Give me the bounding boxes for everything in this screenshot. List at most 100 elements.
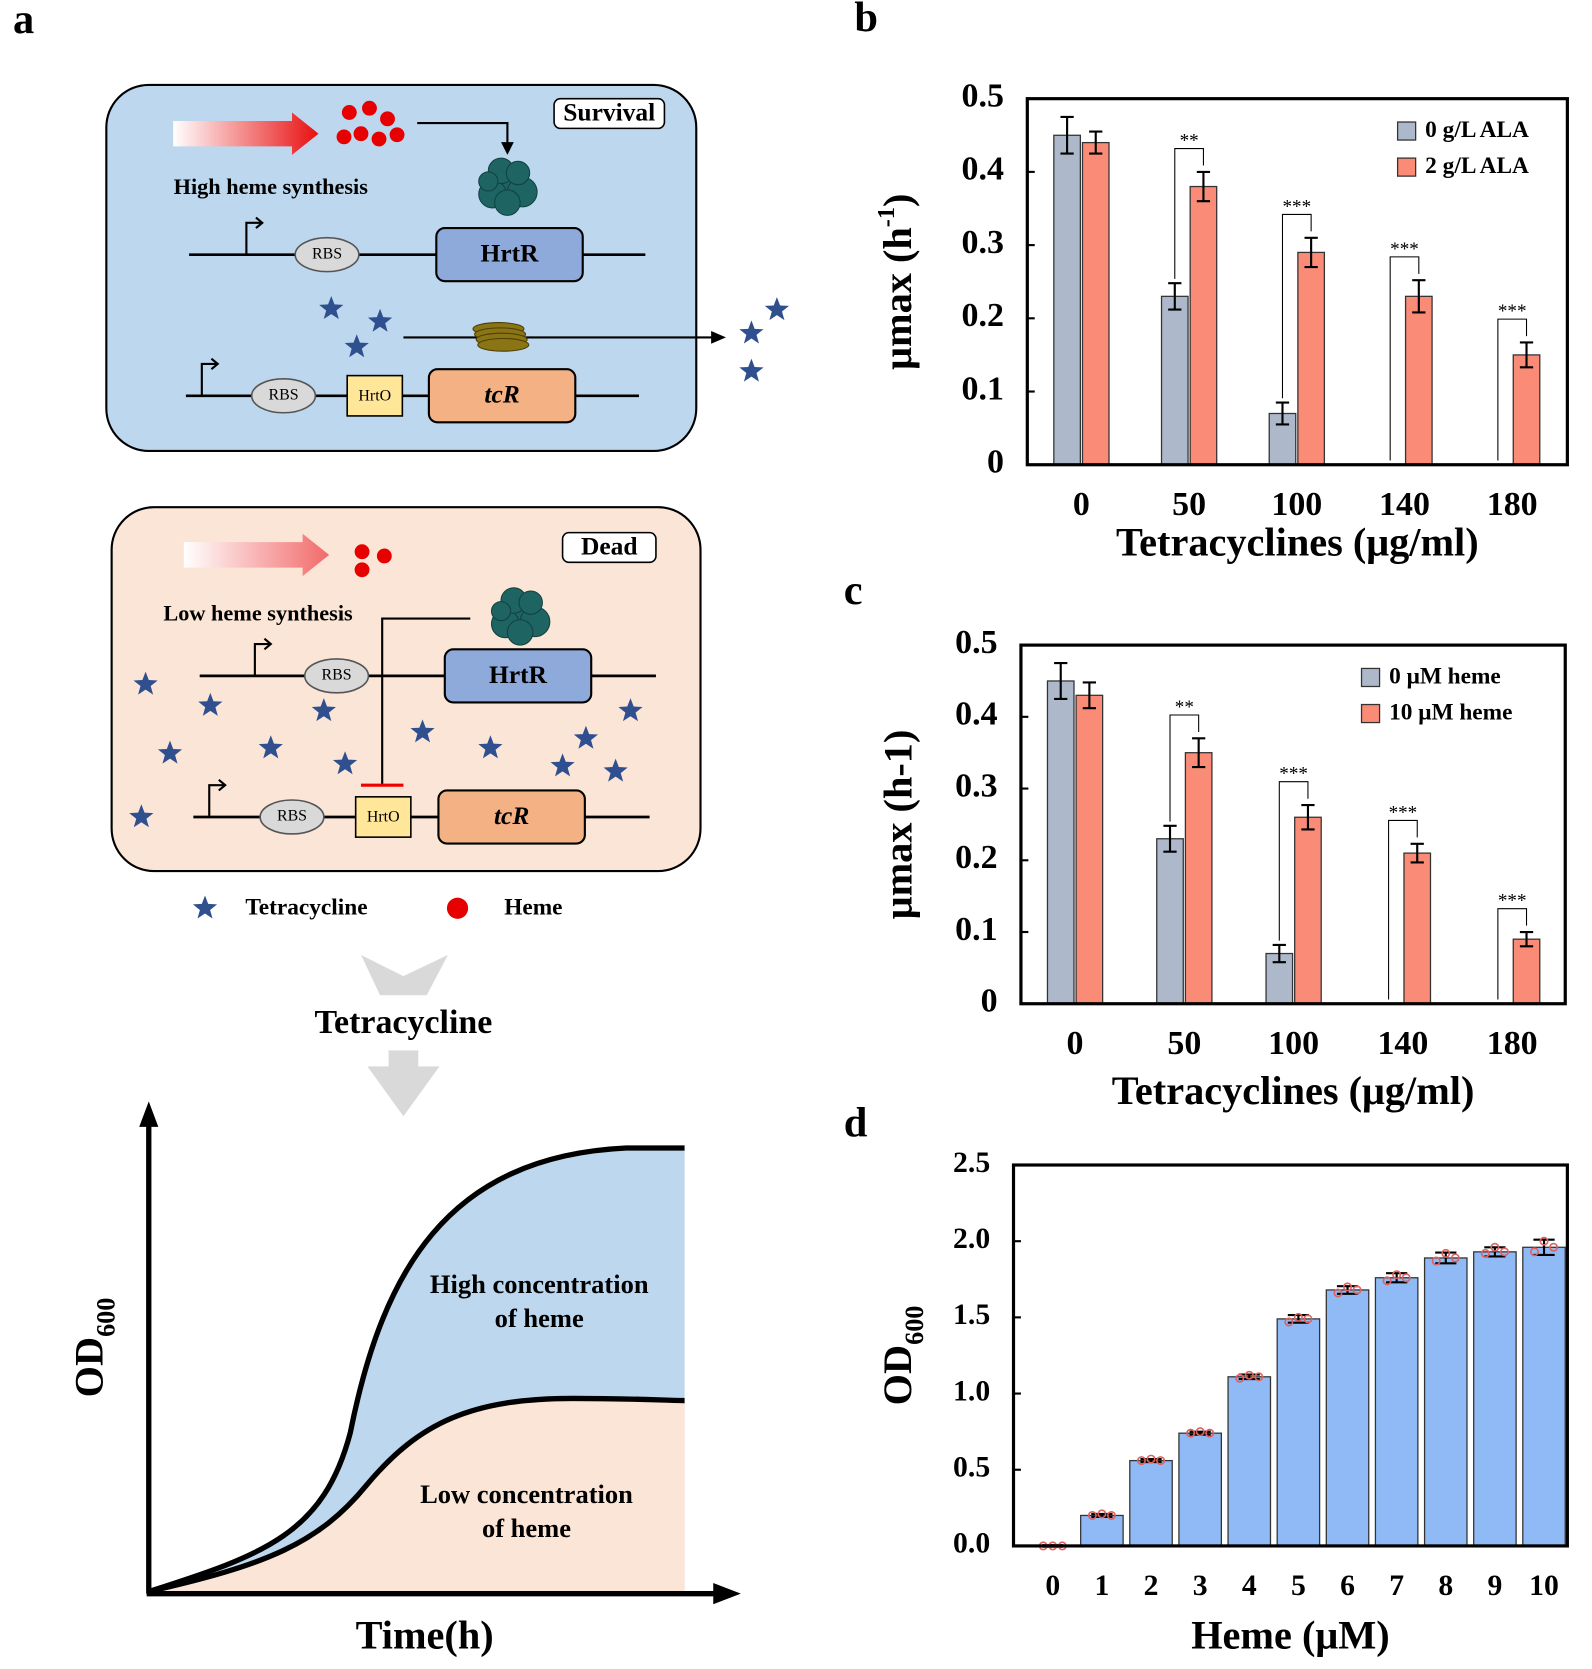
tetracycline-star <box>618 698 643 722</box>
x-tick-label: 140 <box>1377 1025 1428 1062</box>
panel-label: d <box>844 1100 868 1147</box>
error-bar <box>1054 661 1068 700</box>
label: of heme <box>482 1513 571 1543</box>
significance-label: *** <box>1390 239 1419 260</box>
tetracycline-star <box>319 296 344 320</box>
data-point <box>1146 1454 1156 1464</box>
x-tick-label: 8 <box>1438 1570 1453 1602</box>
low-area <box>148 1398 685 1592</box>
y-tick-label: 0.2 <box>962 297 1004 334</box>
tetracycline-star <box>311 698 336 722</box>
process-arrow <box>360 954 448 996</box>
label: Dead <box>581 531 638 560</box>
label: RBS <box>268 386 298 403</box>
x-tick-label: 3 <box>1193 1570 1208 1602</box>
data-point <box>1343 1282 1353 1292</box>
protein-blob <box>505 160 531 186</box>
bar <box>1403 852 1432 1005</box>
error-bar <box>1168 282 1182 311</box>
data-point <box>1106 1510 1116 1520</box>
protein-blob <box>506 619 534 646</box>
arrowhead <box>711 331 726 344</box>
x-tick-label: 0 <box>1067 1025 1084 1062</box>
y-tick-label: 0.1 <box>962 370 1004 407</box>
label: High heme synthesis <box>174 174 369 199</box>
error-bar <box>1412 279 1426 314</box>
high-curve <box>147 1145 685 1595</box>
plot-frame <box>1011 1163 1569 1548</box>
y-tick-label: 2.5 <box>953 1147 990 1179</box>
tetracycline-star <box>198 692 223 716</box>
tetracycline-star <box>258 735 283 759</box>
axis-title-part: μmax (h <box>875 227 920 370</box>
protein-blob <box>494 189 521 216</box>
legend-swatch <box>1360 703 1381 724</box>
significance-label: *** <box>1389 802 1418 823</box>
label: Survival <box>563 97 655 126</box>
axis-title: Heme (μM) <box>1191 1613 1389 1658</box>
legend-label: 0 μM heme <box>1389 663 1501 689</box>
tetracycline-star <box>739 358 764 382</box>
heme-dot <box>362 100 377 116</box>
promoter <box>245 221 262 255</box>
bar <box>1184 752 1213 1005</box>
y-tick-label: 0.5 <box>962 77 1004 114</box>
x-tick-label: 10 <box>1529 1570 1559 1602</box>
error-bar <box>1301 803 1315 831</box>
data-point <box>1441 1248 1451 1258</box>
axis-title: μmax (h-1) <box>875 730 920 920</box>
bar <box>1473 1251 1517 1547</box>
data-point <box>1303 1314 1313 1324</box>
bar <box>1423 1257 1468 1547</box>
axis-title: OD600 <box>875 1306 928 1406</box>
significance-label: *** <box>1282 196 1311 217</box>
promoter-head <box>210 357 220 371</box>
bar <box>1325 1289 1370 1547</box>
tetracycline-star <box>367 308 393 332</box>
x-tick-label: 7 <box>1389 1570 1404 1602</box>
y-tick-label: 0.0 <box>953 1528 990 1560</box>
tetracycline-star <box>410 719 435 743</box>
label: Time(h) <box>356 1613 494 1658</box>
axis-title: OD600 <box>67 1298 120 1398</box>
synthesis-arrow <box>183 533 330 577</box>
gene-box <box>443 648 593 704</box>
x-tick-label: 100 <box>1271 486 1322 523</box>
significance-label: *** <box>1279 764 1308 785</box>
tetracycline-star <box>157 740 183 764</box>
significance-bracket <box>1497 318 1528 461</box>
heme-dot <box>446 897 469 919</box>
significance-bracket <box>1497 908 1528 1000</box>
heme-dot <box>341 105 357 120</box>
arrowhead <box>713 1583 741 1605</box>
error-bar <box>1196 170 1211 203</box>
data-point <box>1195 1427 1205 1437</box>
tetracycline-star <box>332 751 358 775</box>
significance-bracket <box>1281 213 1312 399</box>
bar <box>1160 295 1189 466</box>
protein-blob <box>518 590 543 615</box>
error-bar <box>1275 401 1290 426</box>
arrowhead <box>139 1101 159 1127</box>
x-tick-label: 180 <box>1487 1025 1538 1062</box>
heme-dot <box>380 111 395 127</box>
rbs <box>259 799 325 835</box>
label: Low concentration <box>420 1479 633 1509</box>
significance-label: ** <box>1175 697 1194 718</box>
axis-title: μmax (h-1) <box>873 194 920 370</box>
status-box <box>561 531 657 564</box>
error-bar <box>1519 341 1534 369</box>
x-tick-label: 6 <box>1340 1570 1355 1602</box>
data-point <box>1205 1428 1215 1438</box>
significance-bracket <box>1278 781 1309 941</box>
heme-dot <box>371 131 387 147</box>
panel-label: b <box>854 0 878 41</box>
gene-box <box>435 227 584 283</box>
heme-dot <box>389 127 405 143</box>
axis-title-part: OD <box>67 1337 112 1397</box>
bar <box>1156 838 1184 1005</box>
bar <box>1522 1246 1566 1547</box>
axis-title-part: 600 <box>900 1306 929 1345</box>
heme-dot <box>336 129 352 145</box>
error-bar <box>1272 943 1286 964</box>
